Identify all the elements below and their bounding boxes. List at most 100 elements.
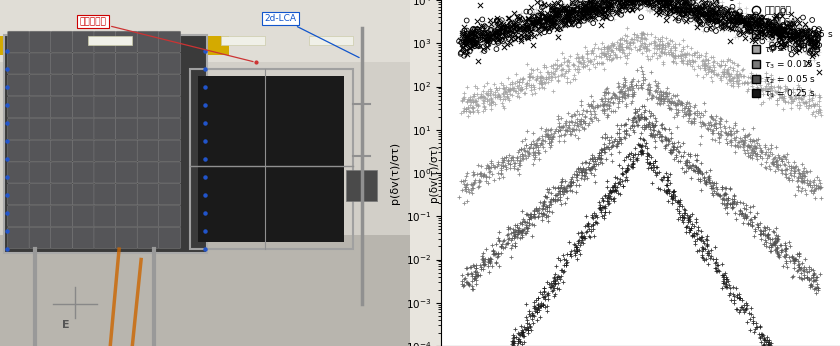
Point — [683, 108, 696, 113]
Point — [657, 98, 670, 103]
Point — [737, 66, 750, 71]
Point — [511, 22, 524, 27]
Point — [513, 158, 527, 164]
Point — [645, 95, 659, 101]
Point — [520, 225, 533, 230]
Point — [503, 226, 517, 231]
Point — [549, 192, 563, 197]
Point — [468, 36, 481, 42]
Point — [560, 128, 574, 134]
Point — [601, 55, 615, 60]
Point — [627, 32, 641, 37]
Point — [616, 0, 629, 3]
Point — [454, 50, 468, 55]
Point — [544, 15, 558, 20]
Point — [613, 41, 627, 47]
Point — [622, 91, 635, 97]
Point — [469, 99, 482, 104]
Point — [659, 188, 672, 194]
Point — [709, 125, 722, 130]
Point — [794, 36, 807, 42]
Point — [597, 0, 611, 3]
Point — [557, 186, 570, 192]
Point — [589, 111, 602, 117]
Point — [666, 194, 680, 200]
Point — [542, 75, 555, 81]
Point — [556, 16, 570, 22]
Point — [807, 58, 821, 63]
Point — [736, 137, 749, 143]
Point — [596, 102, 610, 108]
Point — [551, 273, 564, 279]
Point — [752, 142, 765, 147]
Point — [596, 204, 610, 210]
Point — [659, 40, 673, 45]
Point — [554, 22, 567, 28]
Point — [732, 212, 746, 217]
Point — [782, 254, 795, 260]
Point — [611, 81, 624, 86]
Point — [783, 31, 796, 37]
Point — [660, 190, 674, 196]
Point — [549, 128, 562, 134]
Point — [600, 48, 613, 54]
Point — [725, 200, 738, 205]
Point — [812, 40, 826, 45]
Point — [536, 202, 549, 208]
Point — [743, 74, 757, 80]
Point — [771, 29, 785, 35]
Point — [471, 273, 485, 278]
Point — [504, 237, 517, 243]
FancyBboxPatch shape — [50, 118, 73, 139]
Point — [468, 44, 481, 49]
Point — [679, 6, 692, 12]
Point — [733, 20, 747, 25]
Point — [537, 75, 550, 81]
Point — [497, 157, 511, 162]
Point — [511, 235, 524, 240]
Point — [538, 12, 551, 18]
Point — [794, 34, 807, 39]
Point — [522, 216, 536, 222]
Point — [720, 17, 733, 22]
Point — [654, 88, 667, 93]
Point — [551, 26, 564, 31]
Point — [788, 168, 801, 173]
Point — [460, 99, 474, 104]
Point — [620, 44, 633, 49]
Point — [488, 26, 501, 31]
Point — [726, 25, 739, 30]
Point — [551, 128, 564, 133]
Point — [758, 335, 771, 341]
Point — [766, 30, 780, 35]
Point — [667, 7, 680, 12]
Point — [750, 151, 764, 156]
Point — [759, 337, 772, 343]
Point — [618, 32, 632, 38]
Point — [593, 155, 606, 161]
Point — [534, 140, 548, 145]
Point — [504, 162, 517, 167]
Point — [583, 0, 596, 4]
Point — [804, 34, 817, 40]
Point — [619, 127, 633, 132]
Point — [651, 3, 664, 9]
Point — [700, 56, 713, 62]
Point — [478, 258, 491, 263]
Point — [780, 37, 794, 43]
Point — [470, 18, 484, 23]
Point — [727, 17, 740, 22]
Point — [750, 30, 764, 36]
Point — [791, 184, 805, 190]
Point — [516, 76, 529, 82]
Point — [478, 39, 491, 44]
Point — [717, 23, 731, 28]
Point — [633, 135, 647, 140]
Point — [612, 0, 626, 2]
Point — [708, 0, 722, 1]
Point — [577, 61, 591, 66]
Point — [730, 199, 743, 204]
Point — [796, 172, 810, 177]
Point — [612, 0, 625, 5]
Point — [510, 25, 523, 30]
